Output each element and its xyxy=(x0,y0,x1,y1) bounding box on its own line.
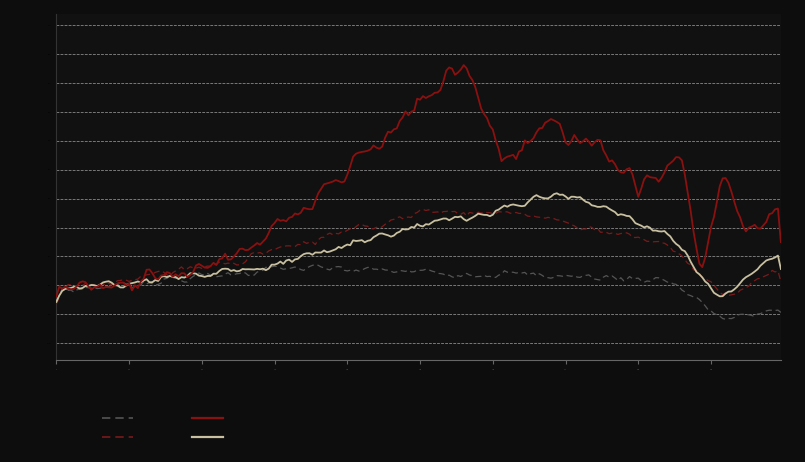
Legend: , , , : , , , xyxy=(102,413,226,443)
